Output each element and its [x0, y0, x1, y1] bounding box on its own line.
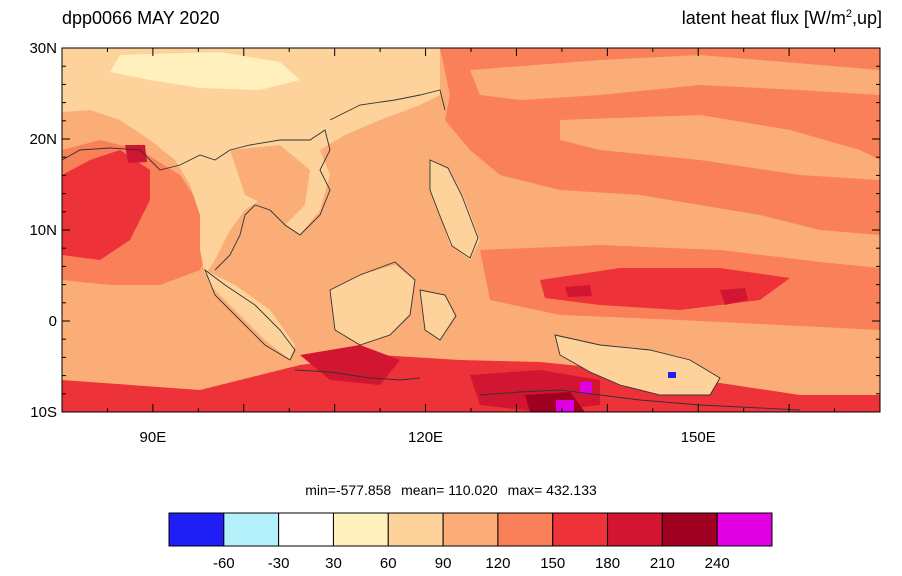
colorbar-swatch [607, 512, 663, 547]
flux-region-pacific-lane-2 [560, 115, 880, 180]
flux-region-pacific-lane [470, 55, 880, 100]
stat-min: min=-577.858 [305, 482, 392, 498]
colorbar-label: 120 [485, 555, 510, 572]
lon-tick-label: 90E [140, 429, 167, 446]
colorbar-label: 210 [650, 555, 675, 572]
flux-region-philippines [430, 160, 480, 260]
colorbar-swatch [552, 512, 609, 547]
colorbar-swatch [168, 512, 225, 547]
flux-region-max-spot-2 [580, 382, 592, 394]
colorbar-label: 240 [705, 555, 730, 572]
flux-region-borneo [330, 265, 415, 345]
title-right-end: ,up] [851, 8, 882, 28]
colorbar-swatch [716, 512, 773, 547]
stat-max: max= 432.133 [507, 482, 597, 498]
colorbar-swatch [332, 512, 389, 547]
flux-region-equatorial-max-2 [565, 285, 592, 297]
colorbar-label: -60 [213, 555, 235, 572]
map-title-left: dpp0066 MAY 2020 [62, 8, 220, 28]
stats-line: min=-577.858 mean= 110.020 max= 432.133 [0, 482, 902, 498]
colorbar-label: 180 [595, 555, 620, 572]
colorbar-label: 90 [435, 555, 452, 572]
lat-tick-label: 10S [30, 404, 57, 421]
map-title-right: latent heat flux [W/m2,up] [682, 8, 882, 29]
axis-ticks [61, 47, 881, 413]
colorbar-labels: -60 -30 30 60 90 120 150 180 210 240 [213, 555, 730, 572]
colorbar-swatch [661, 512, 718, 547]
flux-region-tibet [110, 52, 300, 90]
colorbar-swatch [278, 512, 334, 547]
colorbar-swatch [442, 512, 499, 547]
lat-tick-label: 10N [29, 222, 57, 239]
lon-tick-label: 120E [408, 429, 443, 446]
colorbar-label: 150 [540, 555, 565, 572]
axis-labels: 30N 20N 10N 0 10S 90E 120E 150E [29, 40, 715, 446]
coastlines [62, 89, 801, 411]
title-right-sup: 2 [845, 8, 852, 20]
lat-tick-label: 30N [29, 40, 57, 57]
flux-region-java-sea [62, 355, 880, 412]
colorbar-swatch [497, 512, 554, 547]
colorbar-label: 30 [325, 555, 342, 572]
colorbar-label: 60 [380, 555, 397, 572]
colorbar-boxes [168, 512, 773, 547]
lon-tick-label: 150E [681, 429, 716, 446]
stat-mean: mean= 110.020 [401, 482, 498, 498]
flux-region-negative-spot [668, 372, 676, 378]
flux-region-equatorial-max [720, 288, 748, 305]
lat-tick-label: 20N [29, 131, 57, 148]
colorbar-label: -30 [268, 555, 290, 572]
title-right-main: latent heat flux [W/m [681, 8, 846, 28]
flux-region-new-guinea [555, 335, 720, 395]
flux-region-sulawesi [420, 290, 455, 340]
flux-region-max-spot [556, 400, 574, 412]
flux-region-arabian-sea [62, 150, 150, 260]
lat-tick-label: 0 [49, 313, 57, 330]
colorbar-swatch [387, 512, 444, 547]
colorbar-swatch [223, 512, 280, 547]
flux-region-sumatra [205, 270, 295, 360]
flux-field [62, 48, 880, 412]
flux-region-indochina [230, 145, 310, 225]
flux-region-banda-sea [300, 345, 400, 385]
